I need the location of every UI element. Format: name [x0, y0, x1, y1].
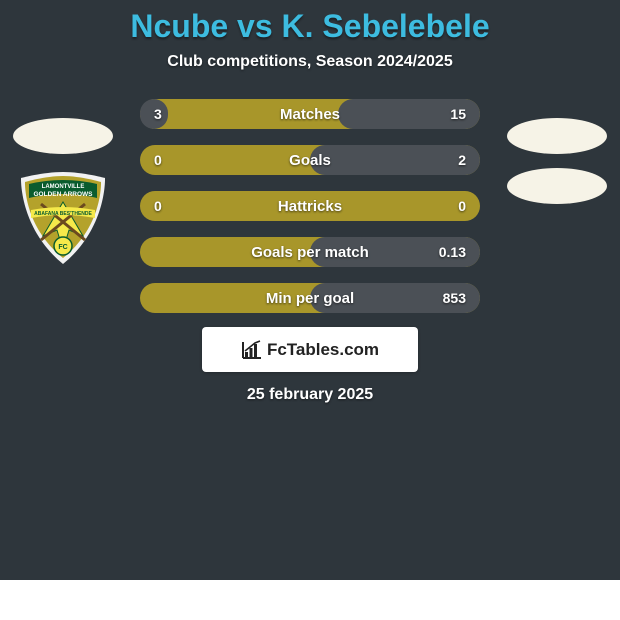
- stat-row: 0 2 Goals: [140, 145, 480, 175]
- page-title: Ncube vs K. Sebelebele: [0, 8, 620, 45]
- stat-value-left: 3: [154, 106, 162, 122]
- stat-value-left: 0: [154, 198, 162, 214]
- snapshot-date: 25 february 2025: [0, 386, 620, 404]
- comparison-bars: 3 15 Matches 0 2 Goals 0 0 Hattricks 0.13 Goals pe…: [140, 99, 480, 313]
- stat-label: Goals per match: [251, 244, 369, 261]
- fctables-logo-box: FcTables.com: [202, 327, 418, 372]
- fctables-logo-text: FcTables.com: [267, 340, 379, 360]
- badge-text-mid: GOLDEN ARROWS: [34, 191, 94, 198]
- player-left-silhouette: [13, 118, 113, 154]
- chart-icon: [241, 340, 263, 360]
- stat-label: Matches: [280, 106, 340, 123]
- stat-value-right: 853: [443, 290, 466, 306]
- stat-label: Min per goal: [266, 290, 354, 307]
- badge-fc-text: FC: [58, 244, 67, 251]
- comparison-container: FcTables Ncube vs K. Sebelebele Club com…: [0, 0, 620, 580]
- player-left-column: LAMONTVILLE GOLDEN ARROWS ABAFANA BES'TH…: [8, 118, 118, 268]
- stat-value-left: 0: [154, 152, 162, 168]
- stat-row: 3 15 Matches: [140, 99, 480, 129]
- player-right-silhouette-2: [507, 168, 607, 204]
- stat-value-right: 0: [458, 198, 466, 214]
- stat-row: 0.13 Goals per match: [140, 237, 480, 267]
- player-right-silhouette-1: [507, 118, 607, 154]
- player-right-column: [502, 118, 612, 218]
- stat-value-right: 2: [458, 152, 466, 168]
- badge-text-top: LAMONTVILLE: [42, 184, 85, 190]
- stat-value-right: 15: [450, 106, 466, 122]
- stat-label: Hattricks: [278, 198, 342, 215]
- stat-row: 853 Min per goal: [140, 283, 480, 313]
- bar-fill-right: [310, 145, 480, 175]
- page-subtitle: Club competitions, Season 2024/2025: [0, 53, 620, 71]
- badge-ribbon-text: ABAFANA BES'THENDE: [34, 211, 92, 217]
- stat-value-right: 0.13: [439, 244, 466, 260]
- player-left-club-badge: LAMONTVILLE GOLDEN ARROWS ABAFANA BES'TH…: [13, 168, 113, 268]
- stat-row: 0 0 Hattricks: [140, 191, 480, 221]
- stat-label: Goals: [289, 152, 331, 169]
